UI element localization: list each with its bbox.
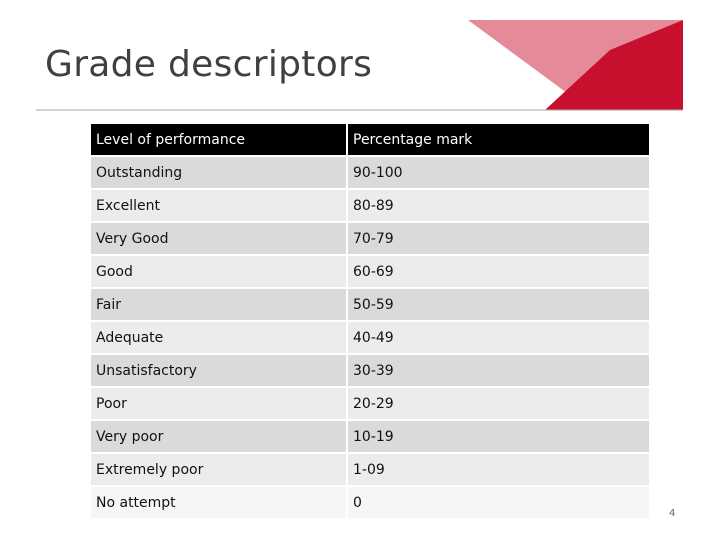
page-number: 4	[669, 508, 676, 519]
table-cell: 0	[348, 487, 649, 518]
table-cell: Very poor	[91, 421, 348, 452]
table-cell: Outstanding	[91, 157, 348, 188]
table-row: Very poor 10-19	[91, 421, 649, 452]
header-row: Level of performance Percentage mark	[91, 124, 649, 155]
table-row: Extremely poor 1-09	[91, 454, 649, 485]
table-cell: 80-89	[348, 190, 649, 221]
table-cell: Poor	[91, 388, 348, 419]
table-cell: 20-29	[348, 388, 649, 419]
table-cell: 50-59	[348, 289, 649, 320]
table-row: Excellent 80-89	[91, 190, 649, 221]
table-row: Good 60-69	[91, 256, 649, 287]
table-row: Poor 20-29	[91, 388, 649, 419]
red-shape	[545, 20, 683, 110]
table-row: Fair 50-59	[91, 289, 649, 320]
header-cell: Percentage mark	[348, 124, 649, 155]
table-cell: 1-09	[348, 454, 649, 485]
header-cell: Level of performance	[91, 124, 348, 155]
table-row: Very Good 70-79	[91, 223, 649, 254]
table-cell: Very Good	[91, 223, 348, 254]
table-row: No attempt 0	[91, 487, 649, 518]
table-cell: No attempt	[91, 487, 348, 518]
table-row: Outstanding 90-100	[91, 157, 649, 188]
grade-table: Level of performance Percentage mark Outs…	[91, 122, 649, 520]
table-cell: 10-19	[348, 421, 649, 452]
table-cell: Extremely poor	[91, 454, 348, 485]
table-cell: 40-49	[348, 322, 649, 353]
table-cell: Adequate	[91, 322, 348, 353]
table-cell: 90-100	[348, 157, 649, 188]
slide-title: Grade descriptors	[45, 44, 373, 85]
table-cell: 70-79	[348, 223, 649, 254]
table-row: Unsatisfactory 30-39	[91, 355, 649, 386]
table-cell: 30-39	[348, 355, 649, 386]
table-cell: Unsatisfactory	[91, 355, 348, 386]
table-cell: 60-69	[348, 256, 649, 287]
table-cell: Good	[91, 256, 348, 287]
table-cell: Excellent	[91, 190, 348, 221]
table-row: Adequate 40-49	[91, 322, 649, 353]
table-cell: Fair	[91, 289, 348, 320]
